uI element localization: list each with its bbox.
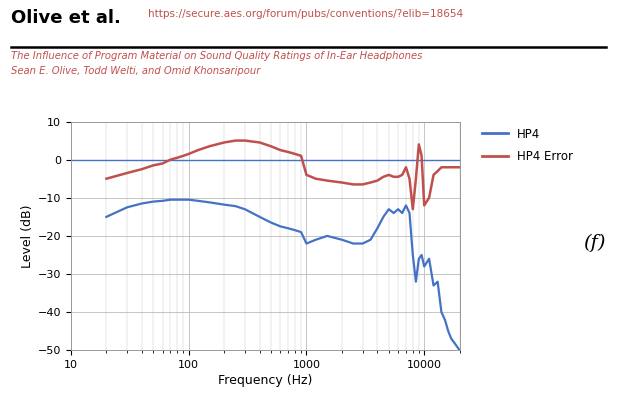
Legend: HP4, HP4 Error: HP4, HP4 Error [477, 123, 578, 168]
Text: The Influence of Program Material on Sound Quality Ratings of In-Ear Headphones: The Influence of Program Material on Sou… [11, 51, 423, 61]
X-axis label: Frequency (Hz): Frequency (Hz) [218, 374, 312, 387]
Text: https://secure.aes.org/forum/pubs/conventions/?elib=18654: https://secure.aes.org/forum/pubs/conven… [148, 9, 463, 19]
Text: (f): (f) [584, 234, 606, 252]
Text: Sean E. Olive, Todd Welti, and Omid Khonsaripour: Sean E. Olive, Todd Welti, and Omid Khon… [11, 66, 260, 76]
Y-axis label: Level (dB): Level (dB) [20, 204, 33, 268]
Text: Olive et al.: Olive et al. [11, 9, 121, 27]
